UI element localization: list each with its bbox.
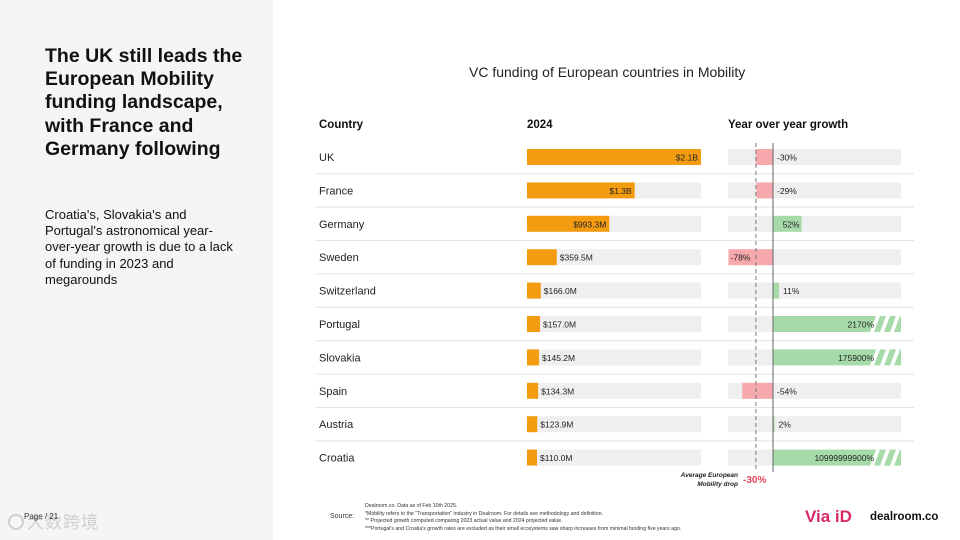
- growth-bar: [756, 182, 773, 199]
- growth-value-label: -54%: [777, 386, 797, 396]
- country-label: Portugal: [319, 319, 360, 331]
- funding-value-label: $157.0M: [543, 320, 576, 330]
- growth-track: [728, 149, 901, 165]
- growth-bar: [773, 215, 802, 232]
- funding-track: [527, 349, 701, 366]
- growth-break-mark: [890, 349, 900, 366]
- subtext: Croatia's, Slovakia's and Portugal's ast…: [45, 207, 233, 287]
- country-label: Austria: [319, 419, 354, 431]
- growth-bar: [773, 349, 901, 366]
- funding-value-label: $110.0M: [540, 453, 572, 463]
- funding-value-label: $1.3B: [609, 186, 632, 196]
- growth-value-label: -29%: [777, 186, 797, 196]
- growth-value-label: 2170%: [848, 320, 875, 330]
- funding-value-label: $145.2M: [542, 353, 575, 363]
- funding-bar: [527, 215, 610, 232]
- column-header-growth: Year over year growth: [728, 119, 849, 131]
- growth-bar: [755, 149, 773, 165]
- headline: The UK still leads the European Mobility…: [45, 45, 243, 160]
- growth-break-mark: [870, 449, 880, 466]
- growth-value-label: -78%: [731, 253, 751, 263]
- dealroom-logo: dealroom.co: [870, 511, 939, 523]
- column-header-2024: 2024: [527, 119, 553, 131]
- growth-value-label: 52%: [783, 219, 800, 229]
- growth-value-label: 175900%: [838, 353, 874, 363]
- country-label: Croatia: [319, 453, 355, 465]
- funding-bar: [527, 249, 557, 266]
- average-label: Mobility drop: [697, 481, 738, 488]
- country-label: Sweden: [319, 252, 359, 264]
- funding-value-label: $359.5M: [560, 253, 593, 263]
- funding-track: [527, 282, 701, 299]
- growth-bar: [728, 249, 773, 266]
- funding-bar: [527, 416, 538, 433]
- growth-break-mark: [880, 349, 890, 366]
- funding-bar: [527, 349, 540, 366]
- growth-break-mark: [870, 349, 880, 366]
- funding-bar: [527, 382, 539, 399]
- funding-track: [527, 316, 701, 332]
- source-notes: Dealroom.co. Data as of Feb 10th 2025. *…: [365, 503, 681, 533]
- growth-value-label: 10999999900%: [814, 453, 874, 463]
- growth-bar: [773, 449, 901, 466]
- funding-bar: [527, 316, 541, 332]
- funding-track: [527, 249, 701, 266]
- left-panel: The UK still leads the European Mobility…: [0, 0, 273, 540]
- growth-bar: [773, 416, 775, 433]
- source-line: Dealroom.co. Data as of Feb 10th 2025.: [365, 503, 458, 509]
- funding-value-label: $134.3M: [541, 386, 574, 396]
- growth-value-label: 2%: [779, 420, 792, 430]
- growth-bar: [742, 382, 773, 399]
- average-value-label: -30%: [743, 475, 766, 486]
- country-label: Slovakia: [319, 352, 361, 364]
- watermark-text: 大数跨境: [27, 513, 99, 532]
- growth-track: [728, 215, 901, 232]
- growth-value-label: -30%: [777, 153, 797, 163]
- funding-bar: [527, 182, 635, 199]
- funding-bar: [527, 449, 537, 466]
- growth-break-mark: [890, 316, 900, 332]
- country-label: Spain: [319, 386, 347, 398]
- funding-value-label: $993.3M: [573, 219, 606, 229]
- growth-value-label: 11%: [783, 286, 800, 296]
- funding-value-label: $166.0M: [544, 286, 577, 296]
- country-label: Switzerland: [319, 286, 376, 298]
- average-label: Average European: [680, 472, 738, 479]
- country-label: Germany: [319, 219, 365, 231]
- country-label: UK: [319, 152, 335, 164]
- watermark-icon: [8, 514, 24, 530]
- funding-track: [527, 416, 701, 433]
- page-number: Page / 21: [24, 512, 59, 521]
- growth-track: [728, 416, 901, 433]
- growth-track: [728, 282, 901, 299]
- source-line: ***Portugal's and Croatia's growth rates…: [365, 525, 682, 532]
- funding-track: [527, 382, 701, 399]
- growth-break-mark: [890, 449, 900, 466]
- chart-title: VC funding of European countries in Mobi…: [469, 64, 746, 80]
- source-line: ** Projected growth computed comparing 2…: [365, 518, 563, 525]
- growth-track: [728, 182, 901, 199]
- funding-value-label: $123.9M: [540, 420, 573, 430]
- funding-bar: [527, 282, 541, 299]
- funding-track: [527, 449, 701, 466]
- growth-break-mark: [880, 449, 890, 466]
- funding-bar: [527, 149, 701, 165]
- growth-break-mark: [880, 316, 890, 332]
- country-label: France: [319, 185, 353, 197]
- growth-bar: [773, 316, 901, 332]
- column-header-country: Country: [319, 119, 364, 131]
- source-line: *Mobility refers to the "Transportation"…: [365, 510, 603, 517]
- watermark: 大数跨境: [8, 508, 99, 533]
- funding-value-label: $2.1B: [676, 153, 699, 163]
- growth-break-mark: [870, 316, 880, 332]
- source-label: Source:: [330, 513, 355, 520]
- growth-bar: [773, 282, 780, 299]
- viaid-logo: Via iD: [805, 507, 852, 526]
